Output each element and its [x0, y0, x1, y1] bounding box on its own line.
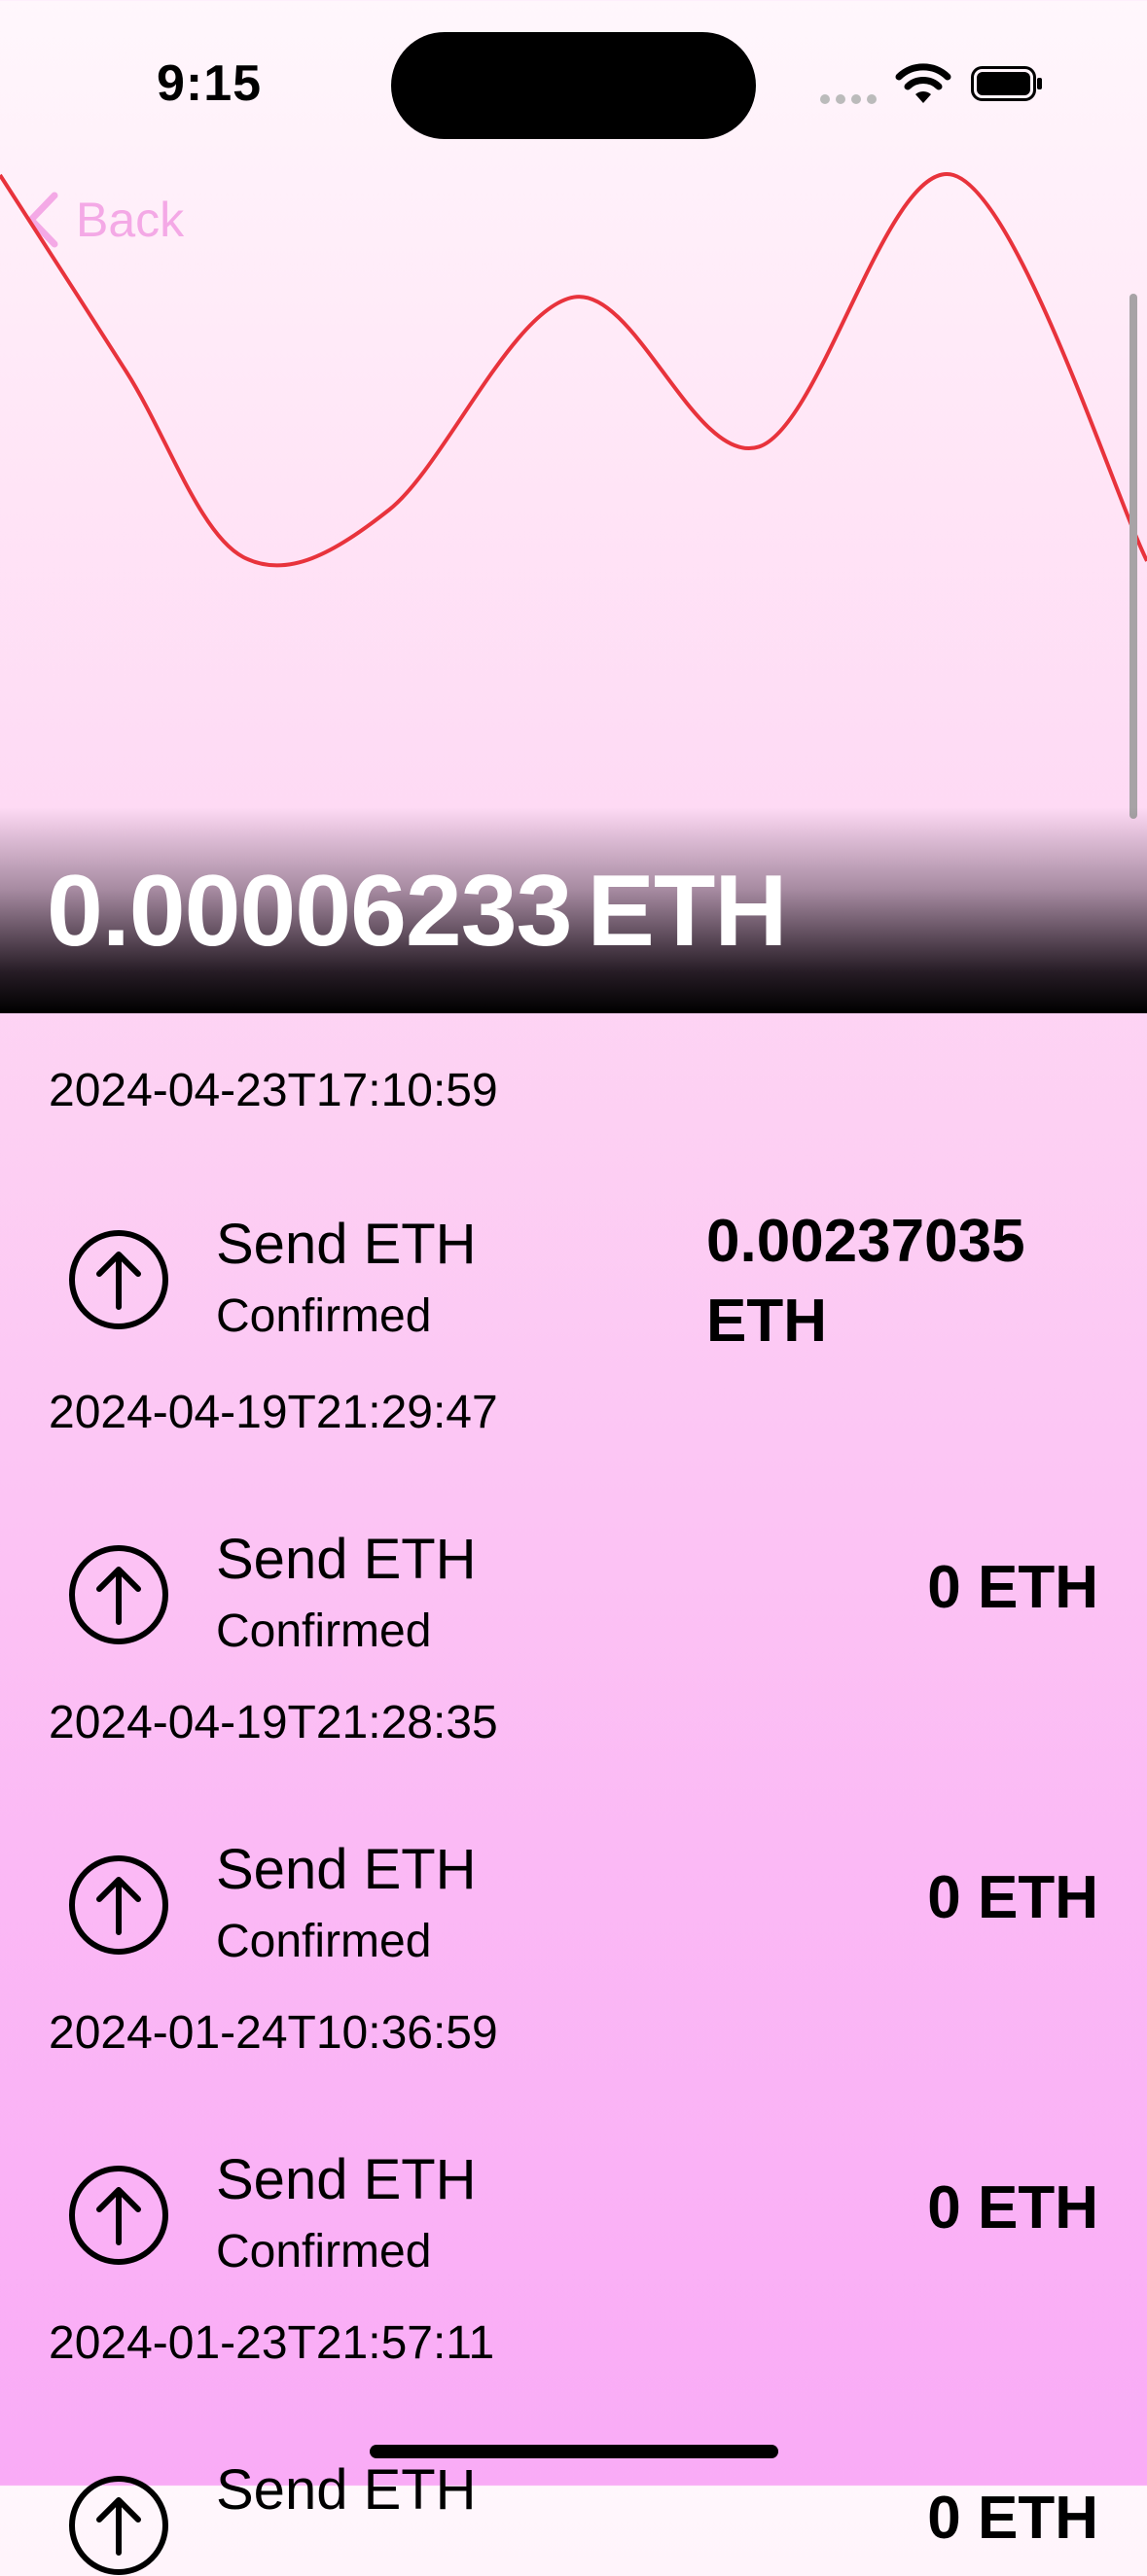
- balance-chart: [0, 172, 1147, 568]
- transaction-title: Send ETH: [216, 1528, 477, 1591]
- transaction-status: Confirmed: [216, 1606, 432, 1657]
- chart-series-line: [0, 172, 1147, 568]
- transaction-amount: 0.00237035 ETH: [706, 1208, 1025, 1355]
- back-label: Back: [76, 193, 185, 247]
- balance-unit: ETH: [587, 855, 787, 968]
- transaction-title: Send ETH: [216, 1838, 477, 1901]
- transaction-date: 2024-01-24T10:36:59: [49, 2007, 498, 2059]
- arrow-up-circle-icon: [69, 1545, 168, 1644]
- wifi-icon: [895, 63, 951, 103]
- transaction-status: Confirmed: [216, 1290, 432, 1342]
- chevron-left-icon: [27, 192, 58, 248]
- status-time: 9:15: [156, 55, 263, 112]
- balance-display: 0.00006233 ETH: [47, 854, 787, 970]
- transaction-amount: 0 ETH: [927, 1554, 1098, 1621]
- scroll-indicator[interactable]: [1129, 294, 1137, 819]
- balance-amount: 0.00006233: [47, 855, 572, 968]
- battery-icon: [971, 66, 1042, 101]
- transaction-title: Send ETH: [216, 1213, 477, 1276]
- home-indicator[interactable]: [370, 2445, 778, 2458]
- arrow-up-circle-icon: [69, 1855, 168, 1955]
- transaction-title: Send ETH: [216, 2148, 477, 2211]
- transaction-title: Send ETH: [216, 2458, 477, 2522]
- dynamic-island: [391, 32, 756, 139]
- cellular-signal-icon: [820, 91, 882, 109]
- arrow-up-circle-icon: [69, 2476, 168, 2575]
- transaction-amount: 0 ETH: [927, 2174, 1098, 2241]
- transaction-date: 2024-04-23T17:10:59: [49, 1065, 498, 1116]
- transaction-date: 2024-01-23T21:57:11: [49, 2317, 495, 2369]
- balance-header-fade: [0, 807, 1147, 1013]
- arrow-up-circle-icon: [69, 2166, 168, 2265]
- transaction-status: Confirmed: [216, 2226, 432, 2277]
- back-button[interactable]: Back: [25, 191, 184, 249]
- transaction-amount: 0 ETH: [927, 2485, 1098, 2552]
- transaction-date: 2024-04-19T21:29:47: [49, 1387, 498, 1438]
- arrow-up-circle-icon: [69, 1230, 168, 1329]
- transaction-amount: 0 ETH: [927, 1864, 1098, 1931]
- transaction-status: Confirmed: [216, 1916, 432, 1967]
- transaction-date: 2024-04-19T21:28:35: [49, 1697, 498, 1748]
- status-bar: 9:15: [0, 0, 1147, 165]
